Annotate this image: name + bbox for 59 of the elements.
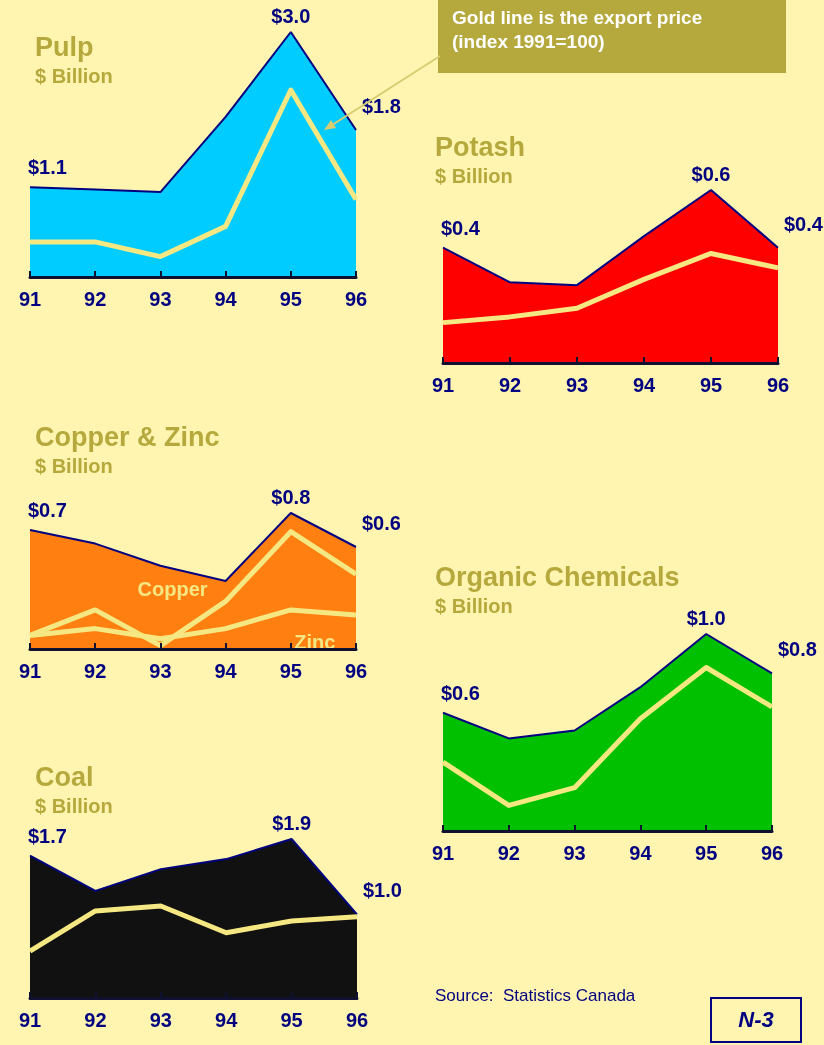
x-tick-label: 96 bbox=[760, 842, 784, 864]
chart-title: Coal bbox=[35, 761, 94, 792]
x-tick-label: 92 bbox=[497, 842, 520, 864]
x-tick-label: 94 bbox=[214, 660, 238, 682]
x-tick-label: 95 bbox=[280, 1009, 303, 1031]
x-tick-label: 94 bbox=[632, 374, 656, 396]
x-tick-label: 95 bbox=[279, 660, 302, 682]
text: Gold line is the export price (index 1991=100) bbox=[438, 0, 786, 73]
source-note: Source: Statistics Canada bbox=[435, 986, 636, 1006]
chart-subtitle: $ Billion bbox=[35, 455, 113, 477]
chart-subtitle: $ Billion bbox=[435, 595, 513, 617]
text: $ Billion bbox=[35, 65, 113, 87]
data-label: $1.7 bbox=[28, 824, 67, 847]
x-tick-label: 93 bbox=[563, 842, 586, 864]
x-tick-label: 93 bbox=[565, 374, 589, 396]
data-label: $0.6 bbox=[362, 512, 401, 534]
chart-title: Pulp bbox=[35, 31, 94, 62]
data-label: $1.8 bbox=[362, 95, 401, 117]
x-tick-label: 93 bbox=[149, 1009, 172, 1031]
x-tick-label: 95 bbox=[279, 288, 302, 310]
x-tick-label: 91 bbox=[18, 288, 42, 310]
x-tick-label: 94 bbox=[214, 288, 238, 310]
x-tick-label: 95 bbox=[699, 374, 723, 396]
chart-title: Potash bbox=[435, 131, 526, 162]
x-tick-label: 91 bbox=[18, 1009, 42, 1031]
data-label: $1.9 bbox=[272, 812, 312, 834]
x-tick-label: 96 bbox=[344, 660, 368, 682]
data-label: $0.8 bbox=[271, 486, 311, 508]
chart-subtitle: $ Billion bbox=[435, 165, 513, 187]
chart-subtitle: $ Billion bbox=[35, 795, 113, 817]
data-label: $0.4 bbox=[441, 216, 481, 239]
x-tick-label: 93 bbox=[149, 288, 172, 310]
x-tick-label: 93 bbox=[149, 660, 172, 682]
data-label: $1.1 bbox=[28, 156, 67, 179]
x-tick-label: 96 bbox=[344, 288, 368, 310]
x-tick-label: 91 bbox=[431, 842, 455, 864]
x-tick-label: 92 bbox=[84, 1009, 107, 1031]
x-tick-label: 95 bbox=[695, 842, 718, 864]
data-label: $1.0 bbox=[686, 607, 726, 629]
chart-title: Copper & Zinc bbox=[35, 421, 220, 452]
data-label: $0.6 bbox=[691, 163, 731, 185]
data-label: $0.4 bbox=[784, 212, 824, 235]
x-tick-label: 96 bbox=[766, 374, 790, 396]
x-tick-label: 91 bbox=[18, 660, 42, 682]
x-tick-label: 92 bbox=[84, 288, 107, 310]
data-label: $3.0 bbox=[271, 5, 311, 27]
x-tick-label: 92 bbox=[498, 374, 522, 396]
data-label: $0.7 bbox=[28, 499, 67, 521]
data-label: $0.6 bbox=[441, 681, 480, 704]
x-tick-label: 94 bbox=[629, 842, 653, 864]
text: N-3 bbox=[710, 997, 802, 1043]
data-label: $1.0 bbox=[363, 879, 402, 902]
x-tick-label: 96 bbox=[345, 1009, 369, 1031]
chart-title: Organic Chemicals bbox=[435, 561, 680, 592]
data-label: $0.8 bbox=[778, 638, 817, 661]
x-tick-label: 92 bbox=[84, 660, 107, 682]
series-label: Copper bbox=[137, 578, 208, 601]
x-tick-label: 91 bbox=[431, 374, 455, 396]
x-tick-label: 94 bbox=[215, 1009, 239, 1031]
